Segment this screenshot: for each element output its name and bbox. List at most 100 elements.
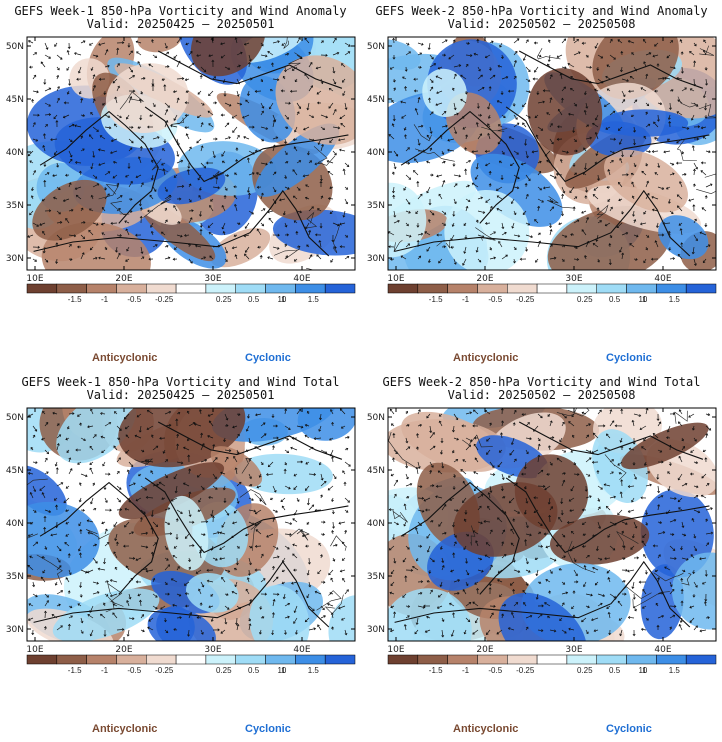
colorbar-swatch [656, 283, 687, 294]
longitude-label: 10E [387, 274, 404, 284]
latitude-label: 35N [6, 572, 24, 582]
panel-week1-anomaly: GEFS Week-1 850-hPa Vorticity and Wind A… [0, 0, 361, 371]
longitude-label: 20E [476, 274, 493, 284]
panel-title: GEFS Week-2 850-hPa Vorticity and Wind A… [375, 4, 708, 18]
latitude-label: 45N [367, 95, 385, 105]
latitude-label: 50N [6, 42, 24, 52]
vorticity-field [27, 37, 355, 270]
longitude-label: 30E [565, 645, 582, 655]
cyclonic-label: Cyclonic [245, 352, 291, 364]
panel-title: GEFS Week-2 850-hPa Vorticity and Wind T… [382, 375, 701, 389]
colorbar-swatch [324, 283, 356, 294]
anticyclonic-label: Anticyclonic [92, 352, 158, 364]
colorbar-swatch [205, 283, 236, 294]
map-frame [26, 36, 356, 271]
colorbar-swatch [566, 283, 597, 294]
vorticity-field [388, 37, 716, 270]
wind-vectors [388, 408, 714, 638]
wind-vectors [27, 408, 351, 637]
colorbar-unit: 10 [638, 666, 647, 675]
colorbar-tick-label: 1 [281, 666, 286, 675]
colorbar-swatch [146, 654, 177, 665]
colorbar-tick-label: -1 [462, 666, 470, 675]
longitude-label: 40E [654, 274, 671, 284]
latitude-label: 30N [367, 254, 385, 264]
vorticity-field [27, 408, 355, 641]
map-frame [387, 36, 717, 271]
colorbar-swatch [536, 654, 568, 665]
colorbar-swatch [265, 654, 296, 665]
colorbar-tick-label: 0.5 [609, 666, 621, 675]
colorbar-swatch [387, 654, 419, 665]
colorbar-tick-label: -0.25 [155, 666, 174, 675]
cyclonic-label: Cyclonic [606, 723, 652, 735]
colorbar-tick-label: 1.5 [669, 666, 681, 675]
panel-valid-dates: Valid: 20250502 – 20250508 [447, 17, 636, 31]
colorbar-swatch [685, 283, 717, 294]
colorbar-swatch [116, 283, 147, 294]
colorbar-tick-label: 0.25 [216, 295, 232, 304]
panel-title: GEFS Week-1 850-hPa Vorticity and Wind A… [14, 4, 347, 18]
colorbar-tick-label: 1 [642, 295, 647, 304]
colorbar-swatch [596, 283, 627, 294]
cyclonic-label: Cyclonic [245, 723, 291, 735]
colorbar-tick-label: -0.5 [127, 666, 141, 675]
latitude-label: 40N [367, 148, 385, 158]
latitude-label: 45N [6, 466, 24, 476]
longitude-label: 30E [204, 274, 221, 284]
panel-week2-anomaly: GEFS Week-2 850-hPa Vorticity and Wind A… [361, 0, 722, 371]
longitude-label: 10E [26, 274, 43, 284]
colorbar-tick-label: 0.25 [577, 295, 593, 304]
colorbar-swatch [447, 654, 478, 665]
panel-week1-total: GEFS Week-1 850-hPa Vorticity and Wind T… [0, 371, 361, 742]
wind-vectors [27, 37, 351, 264]
colorbar-swatch [417, 654, 448, 665]
map-frame [26, 407, 356, 642]
latitude-label: 50N [6, 413, 24, 423]
longitude-label: 40E [654, 645, 671, 655]
colorbar-swatch [205, 654, 236, 665]
longitude-label: 40E [293, 645, 310, 655]
colorbar-tick-label: 0.25 [577, 666, 593, 675]
colorbar-swatch [265, 283, 296, 294]
colorbar-swatch [626, 283, 657, 294]
colorbar-swatch [175, 283, 207, 294]
colorbar-swatch [324, 654, 356, 665]
colorbar-swatch [626, 654, 657, 665]
panel-valid-dates: Valid: 20250425 – 20250501 [86, 388, 275, 402]
colorbar-swatch [656, 654, 687, 665]
colorbar [387, 654, 717, 665]
colorbar-swatch [685, 654, 717, 665]
panel-week2-total: GEFS Week-2 850-hPa Vorticity and Wind T… [361, 371, 722, 742]
colorbar-swatch [507, 283, 538, 294]
colorbar-tick-label: 0.5 [248, 295, 260, 304]
colorbar-tick-label: -0.25 [516, 295, 535, 304]
latitude-label: 30N [367, 625, 385, 635]
longitude-label: 30E [565, 274, 582, 284]
colorbar-unit: 10 [638, 295, 647, 304]
colorbar-tick-label: 1.5 [669, 295, 681, 304]
colorbar-swatch [146, 283, 177, 294]
latitude-label: 30N [6, 254, 24, 264]
colorbar-tick-label: -0.5 [488, 295, 502, 304]
colorbar-swatch [477, 283, 508, 294]
colorbar [387, 283, 717, 294]
colorbar-tick-label: -0.5 [488, 666, 502, 675]
panel-valid-dates: Valid: 20250502 – 20250508 [447, 388, 636, 402]
coastlines [394, 50, 710, 257]
panel-title: GEFS Week-1 850-hPa Vorticity and Wind T… [21, 375, 340, 389]
colorbar-tick-label: -1.5 [429, 666, 443, 675]
wind-vectors [388, 37, 713, 266]
colorbar-tick-label: -0.25 [516, 666, 535, 675]
colorbar-swatch [507, 654, 538, 665]
colorbar-swatch [477, 654, 508, 665]
map-frame [387, 407, 717, 642]
latitude-label: 45N [6, 95, 24, 105]
latitude-label: 40N [6, 519, 24, 529]
colorbar-tick-label: -1 [101, 295, 109, 304]
colorbar-swatch [235, 283, 266, 294]
colorbar-swatch [295, 283, 326, 294]
longitude-label: 40E [293, 274, 310, 284]
